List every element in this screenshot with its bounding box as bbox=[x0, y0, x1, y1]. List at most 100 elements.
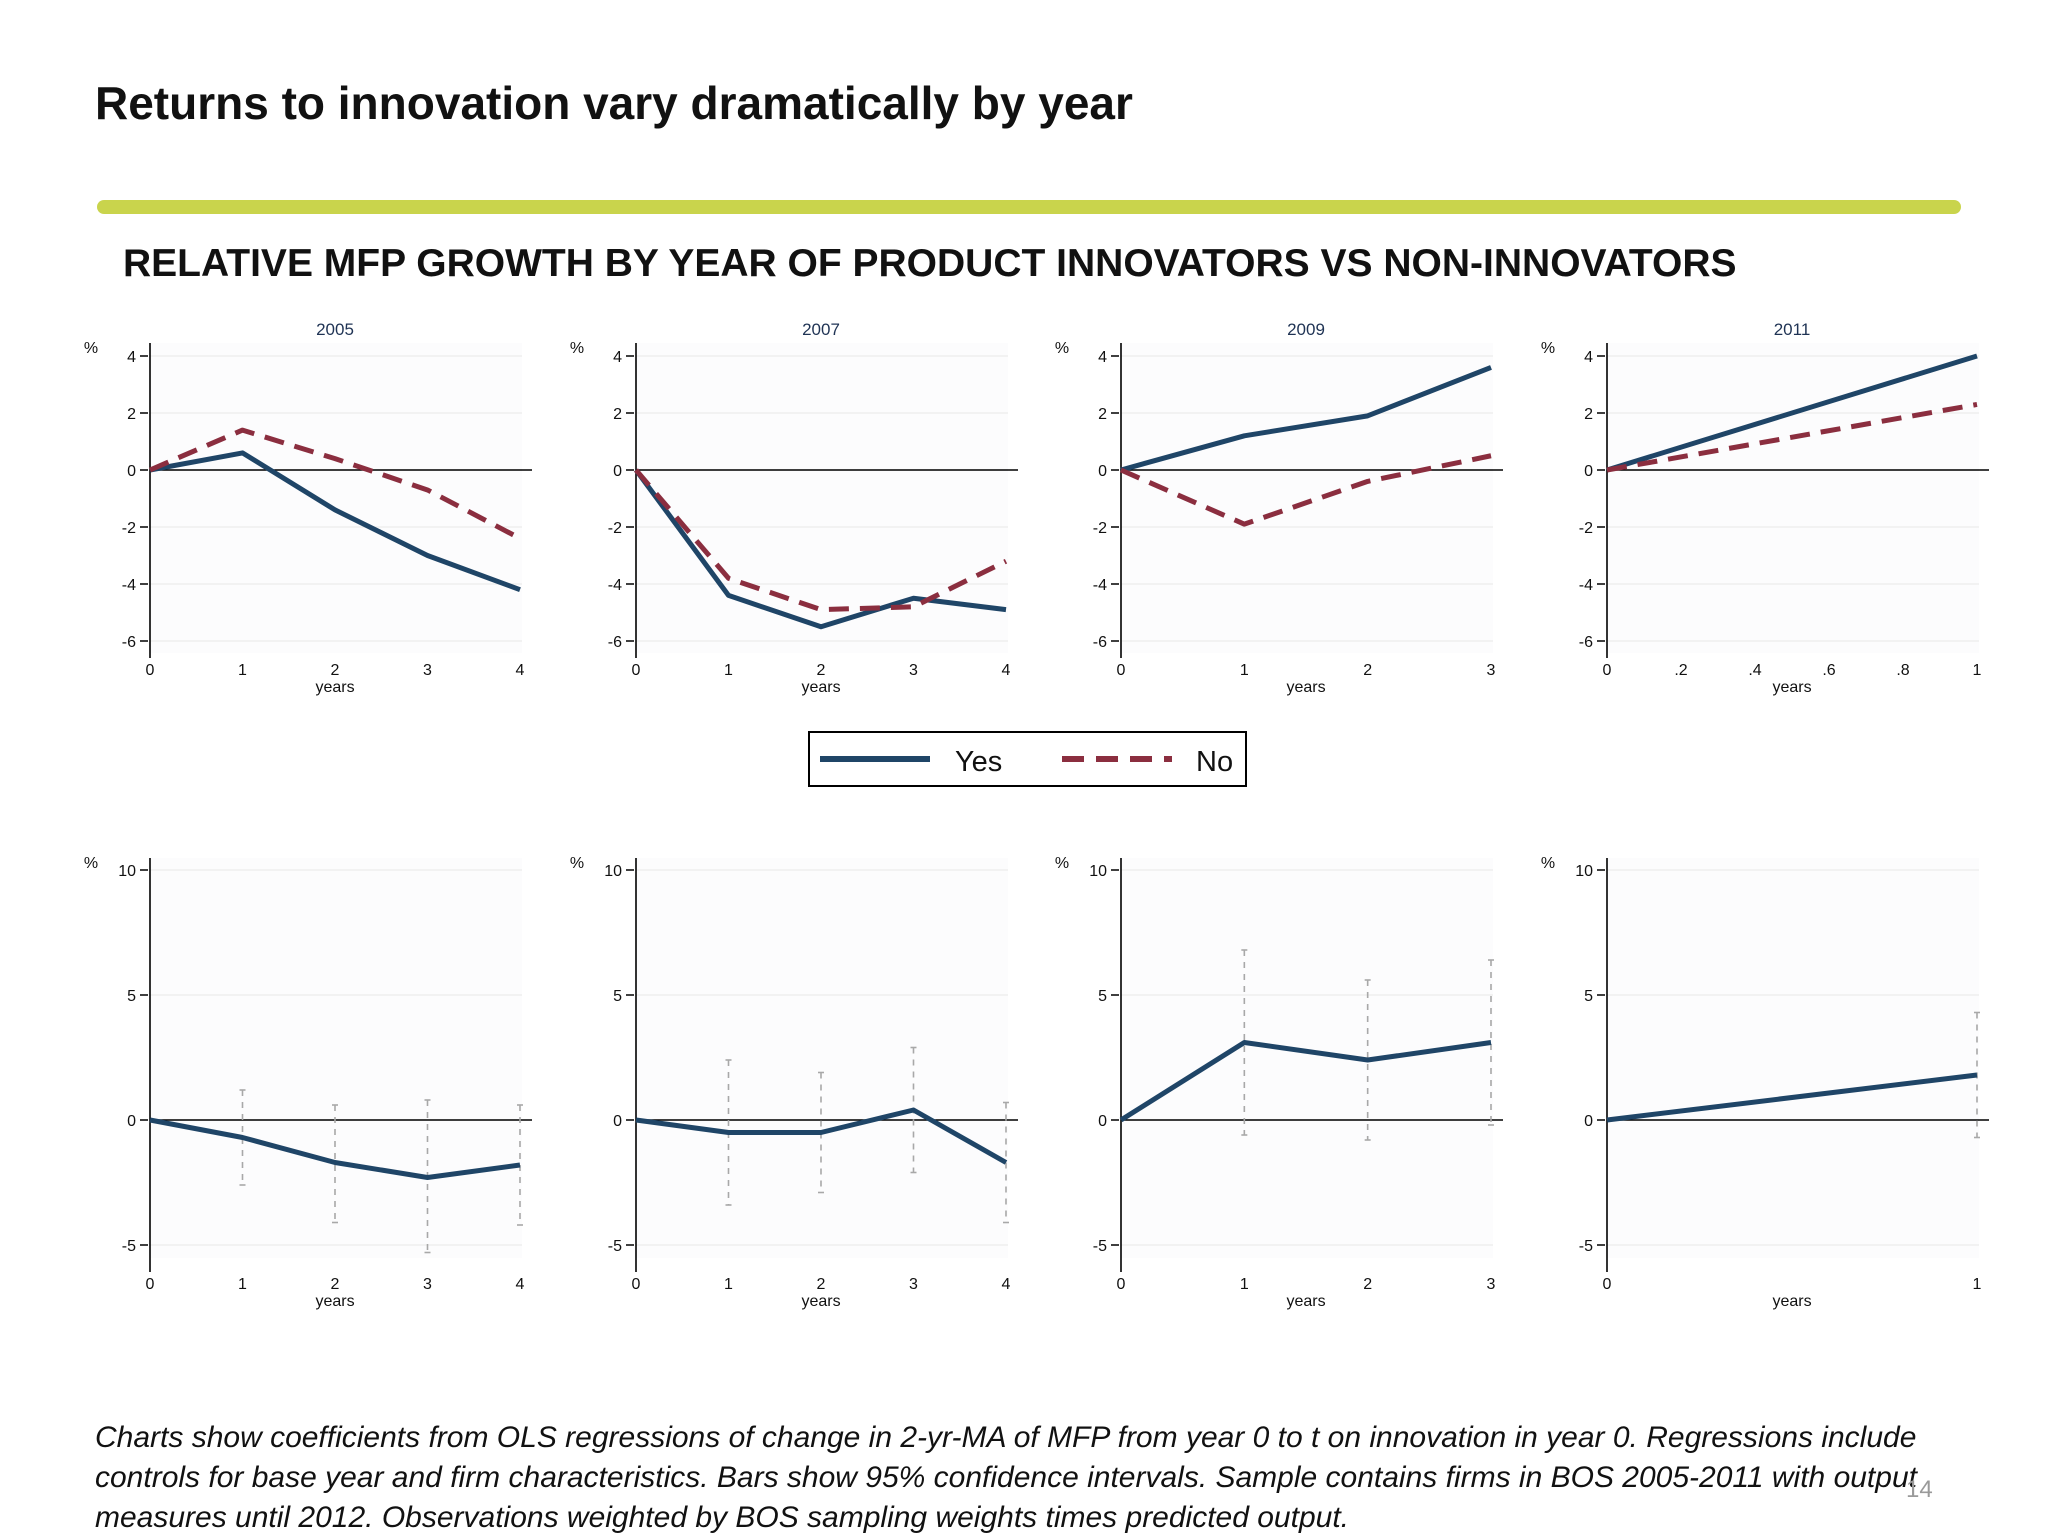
y-tick-label: 2 bbox=[1098, 406, 1107, 423]
panel-title: 2007 bbox=[802, 320, 840, 339]
y-tick-label: -5 bbox=[1093, 1238, 1107, 1255]
y-tick-label: -5 bbox=[1579, 1238, 1593, 1255]
legend-label-no: No bbox=[1196, 746, 1233, 778]
y-tick-label: -4 bbox=[1579, 577, 1593, 594]
legend: Yes No bbox=[808, 731, 1247, 787]
x-tick-label: 1 bbox=[238, 1276, 247, 1293]
x-axis-label: years bbox=[801, 679, 840, 696]
y-tick-label: -2 bbox=[1579, 520, 1593, 537]
y-axis-label: % bbox=[570, 340, 584, 357]
y-tick-label: 5 bbox=[127, 988, 136, 1005]
x-tick-label: 2 bbox=[1363, 1276, 1372, 1293]
x-axis-label: years bbox=[1772, 679, 1811, 696]
y-tick-label: 10 bbox=[1575, 863, 1593, 880]
series-line-yes bbox=[633, 468, 1007, 630]
plot-area bbox=[636, 858, 1008, 1258]
x-tick-label: 1 bbox=[724, 662, 733, 679]
y-tick-label: 4 bbox=[613, 349, 622, 366]
y-tick-label: 0 bbox=[613, 463, 622, 480]
y-tick-label: 4 bbox=[127, 349, 136, 366]
y-tick-label: -6 bbox=[608, 634, 622, 651]
chart-panel-1: 4 2 0 -2 -4 -6% 0 1 2 3 4 years 2005 bbox=[84, 320, 532, 696]
x-tick-label: 1 bbox=[1973, 1276, 1982, 1293]
x-axis-label: years bbox=[801, 1293, 840, 1310]
x-tick-label: 3 bbox=[1487, 662, 1496, 679]
chart-panel-3: 4 2 0 -2 -4 -6% 0 1 2 3 years 2009 bbox=[1055, 320, 1503, 696]
x-tick-label: .4 bbox=[1748, 662, 1761, 679]
x-axis-label: years bbox=[315, 679, 354, 696]
x-tick-label: .8 bbox=[1896, 662, 1909, 679]
y-tick-label: -5 bbox=[122, 1238, 136, 1255]
x-tick-label: 4 bbox=[516, 1276, 525, 1293]
y-tick-label: 4 bbox=[1584, 349, 1593, 366]
y-tick-label: 2 bbox=[127, 406, 136, 423]
x-axis-label: years bbox=[1772, 1293, 1811, 1310]
x-tick-label: .6 bbox=[1822, 662, 1835, 679]
x-tick-label: .2 bbox=[1674, 662, 1687, 679]
x-tick-label: 1 bbox=[238, 662, 247, 679]
plot-area bbox=[1607, 343, 1979, 653]
chart-panel-2: 4 2 0 -2 -4 -6% 0 1 2 3 4 years 2007 bbox=[570, 320, 1018, 696]
plot-area bbox=[150, 858, 522, 1258]
y-tick-label: 2 bbox=[613, 406, 622, 423]
chart-panel-6: 10 5 0 -5% 0 1 2 3 4 years bbox=[570, 855, 1018, 1310]
y-axis-label: % bbox=[1055, 340, 1069, 357]
y-tick-label: 5 bbox=[1098, 988, 1107, 1005]
series-line-no bbox=[634, 468, 1008, 613]
x-tick-label: 1 bbox=[1240, 662, 1249, 679]
series-line-yes bbox=[149, 450, 521, 593]
plot-area bbox=[1607, 858, 1979, 1258]
chart-panel-5: 10 5 0 -5% 0 1 2 3 4 years bbox=[84, 855, 532, 1310]
x-tick-label: 2 bbox=[1363, 662, 1372, 679]
series-line-difference bbox=[635, 1107, 1008, 1165]
x-axis-label: years bbox=[1286, 679, 1325, 696]
y-tick-label: -4 bbox=[608, 577, 622, 594]
y-tick-label: -6 bbox=[1093, 634, 1107, 651]
y-tick-label: -2 bbox=[122, 520, 136, 537]
x-tick-label: 0 bbox=[632, 662, 641, 679]
x-tick-label: 0 bbox=[1117, 662, 1126, 679]
x-tick-label: 4 bbox=[1002, 1276, 1011, 1293]
panel-title: 2009 bbox=[1287, 320, 1325, 339]
y-tick-label: 10 bbox=[118, 863, 136, 880]
chart-panel-8: 10 5 0 -5% 0 1 years bbox=[1541, 855, 1989, 1310]
y-tick-label: 0 bbox=[1098, 1113, 1107, 1130]
plot-area bbox=[1121, 858, 1493, 1258]
y-tick-label: -6 bbox=[122, 634, 136, 651]
x-tick-label: 2 bbox=[817, 1276, 826, 1293]
y-axis-label: % bbox=[1055, 855, 1069, 872]
y-tick-label: 0 bbox=[1584, 1113, 1593, 1130]
y-axis-label: % bbox=[84, 855, 98, 872]
x-tick-label: 0 bbox=[632, 1276, 641, 1293]
chart-panel-4: 4 2 0 -2 -4 -6% 0 .2 .4 .6 .8 1 years 2011 bbox=[1541, 320, 1989, 696]
x-tick-label: 0 bbox=[1117, 1276, 1126, 1293]
series-line-yes bbox=[1120, 365, 1492, 473]
plot-area bbox=[150, 343, 522, 653]
y-axis-label: % bbox=[1541, 855, 1555, 872]
page-number: 14 bbox=[1906, 1476, 1933, 1503]
legend-label-yes: Yes bbox=[955, 746, 1002, 778]
series-line-difference bbox=[1119, 1040, 1492, 1123]
y-tick-label: 5 bbox=[1584, 988, 1593, 1005]
x-tick-label: 2 bbox=[331, 662, 340, 679]
x-tick-label: 2 bbox=[331, 1276, 340, 1293]
y-tick-label: -4 bbox=[1093, 577, 1107, 594]
x-tick-label: 0 bbox=[146, 1276, 155, 1293]
x-tick-label: 1 bbox=[1240, 1276, 1249, 1293]
x-tick-label: 1 bbox=[724, 1276, 733, 1293]
series-line-no bbox=[149, 427, 522, 541]
y-tick-label: -2 bbox=[1093, 520, 1107, 537]
x-tick-label: 4 bbox=[516, 662, 525, 679]
x-tick-label: 4 bbox=[1002, 662, 1011, 679]
y-tick-label: 0 bbox=[613, 1113, 622, 1130]
x-tick-label: 3 bbox=[1487, 1276, 1496, 1293]
y-tick-label: 5 bbox=[613, 988, 622, 1005]
y-axis-label: % bbox=[84, 340, 98, 357]
y-tick-label: 4 bbox=[1098, 349, 1107, 366]
series-line-difference bbox=[149, 1117, 521, 1180]
y-tick-label: 0 bbox=[1098, 463, 1107, 480]
plot-area bbox=[636, 343, 1008, 653]
y-tick-label: -6 bbox=[1579, 634, 1593, 651]
chart-panel-7: 10 5 0 -5% 0 1 2 3 years bbox=[1055, 855, 1503, 1310]
